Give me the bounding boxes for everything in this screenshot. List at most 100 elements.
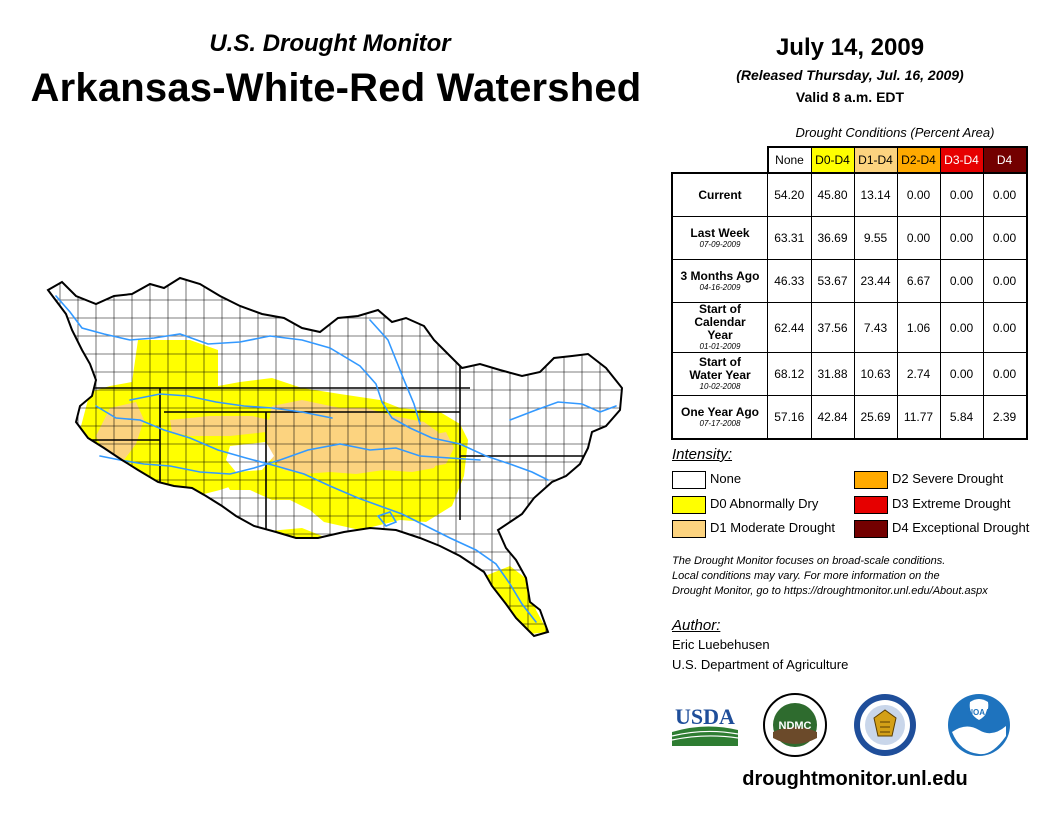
table-cell: 62.44 xyxy=(767,302,812,353)
row-label: One Year Ago 07-17-2008 xyxy=(671,395,768,440)
row-label-text: One Year Ago xyxy=(680,404,760,419)
noaa-logo-text: NOAA xyxy=(967,708,991,717)
legend-swatch xyxy=(854,520,888,538)
row-date: 07-17-2008 xyxy=(699,418,741,428)
legend-label: D0 Abnormally Dry xyxy=(710,496,819,511)
table-header-row: None D0-D4 D1-D4 D2-D4 D3-D4 D4 xyxy=(672,146,1028,174)
row-date: 01-01-2009 xyxy=(699,342,741,351)
watershed-map xyxy=(47,277,623,637)
table-cell: 68.12 xyxy=(767,352,812,396)
commerce-seal xyxy=(854,694,916,756)
table-cell: 0.00 xyxy=(939,172,984,217)
column-header: D3-D4 xyxy=(939,146,984,174)
red-river xyxy=(95,405,537,623)
legend-swatch xyxy=(854,471,888,489)
column-header: D4 xyxy=(982,146,1028,174)
column-header: None xyxy=(766,146,812,174)
table-cell: 1.06 xyxy=(896,302,941,353)
row-label: 3 Months Ago 04-16-2009 xyxy=(671,259,768,303)
row-label-text: Current xyxy=(698,187,742,202)
note-line: Drought Monitor, go to https://droughtmo… xyxy=(672,585,988,597)
conditions-caption: Drought Conditions (Percent Area) xyxy=(795,125,995,140)
table-cell: 0.00 xyxy=(982,172,1028,217)
legend-swatch xyxy=(672,471,706,489)
author-org: U.S. Department of Agriculture xyxy=(672,657,849,672)
row-label-text: Last Week xyxy=(690,225,750,240)
ndmc-logo-text: NDMC xyxy=(779,720,812,732)
table-cell: 0.00 xyxy=(896,172,941,217)
table-row: Start of Calendar Year 01-01-2009 62.44 37.… xyxy=(671,302,1028,353)
conditions-table: None D0-D4 D1-D4 D2-D4 D3-D4 D4 Current 5… xyxy=(671,146,1028,440)
table-row: Start of Water Year 10-02-2008 68.12 31.88 1… xyxy=(671,352,1028,396)
table-cell: 45.80 xyxy=(810,172,855,217)
ndmc-logo: NDMC xyxy=(763,693,827,757)
table-cell: 31.88 xyxy=(810,352,855,396)
table-cell: 23.44 xyxy=(853,259,898,303)
noaa-logo: NOAA xyxy=(948,694,1010,756)
table-row: 3 Months Ago 04-16-2009 46.33 53.67 23.44 6.6… xyxy=(671,259,1028,303)
table-cell: 0.00 xyxy=(939,302,984,353)
table-cell: 53.67 xyxy=(810,259,855,303)
table-cell: 37.56 xyxy=(810,302,855,353)
table-cell: 63.31 xyxy=(767,216,812,260)
table-cell: 25.69 xyxy=(853,395,898,440)
white-river xyxy=(509,401,617,421)
table-cell: 0.00 xyxy=(896,216,941,260)
legend-label: None xyxy=(710,471,742,486)
column-header: D0-D4 xyxy=(810,146,855,174)
website-url[interactable]: droughtmonitor.unl.edu xyxy=(742,768,968,790)
usda-logo-text: USDA xyxy=(675,704,735,729)
table-cell: 7.43 xyxy=(853,302,898,353)
legend-label: D3 Extreme Drought xyxy=(892,496,1011,511)
row-label: Start of Water Year 10-02-2008 xyxy=(671,352,768,396)
table-cell: 13.14 xyxy=(853,172,898,217)
legend-swatch xyxy=(672,520,706,538)
table-cell: 0.00 xyxy=(982,216,1028,260)
table-cell: 0.00 xyxy=(982,259,1028,303)
note-line: Local conditions may vary. For more info… xyxy=(672,570,940,582)
disclaimer-note: The Drought Monitor focuses on broad-sca… xyxy=(672,554,1042,599)
table-cell: 0.00 xyxy=(939,352,984,396)
note-line: The Drought Monitor focuses on broad-sca… xyxy=(672,555,946,567)
table-cell: 0.00 xyxy=(982,302,1028,353)
valid-time: Valid 8 a.m. EDT xyxy=(795,89,905,105)
table-row: Current 54.20 45.80 13.14 0.00 0.00 0.00 xyxy=(671,172,1028,217)
table-cell: 0.00 xyxy=(939,216,984,260)
row-label-text: 3 Months Ago xyxy=(680,268,760,283)
none-region-inlier xyxy=(226,442,274,472)
table-cell: 2.74 xyxy=(896,352,941,396)
legend-swatch xyxy=(854,496,888,514)
row-label: Current xyxy=(671,172,768,217)
legend-title: Intensity: xyxy=(672,446,733,463)
table-cell: 5.84 xyxy=(939,395,984,440)
legend-swatch xyxy=(672,496,706,514)
usda-logo: USDA xyxy=(671,704,739,746)
legend-label: D4 Exceptional Drought xyxy=(892,520,1030,535)
table-row: One Year Ago 07-17-2008 57.16 42.84 25.69 11.… xyxy=(671,395,1028,440)
d0-region-southeast xyxy=(480,566,548,634)
table-cell: 6.67 xyxy=(896,259,941,303)
row-date: 07-09-2009 xyxy=(699,239,741,249)
canadian-river xyxy=(99,443,481,475)
table-cell: 57.16 xyxy=(767,395,812,440)
row-date: 10-02-2008 xyxy=(699,382,741,391)
table-cell: 54.20 xyxy=(767,172,812,217)
table-cell: 0.00 xyxy=(939,259,984,303)
table-cell: 9.55 xyxy=(853,216,898,260)
table-cell: 0.00 xyxy=(982,352,1028,396)
column-header: D1-D4 xyxy=(853,146,898,174)
row-label: Start of Calendar Year 01-01-2009 xyxy=(671,302,768,353)
table-cell: 36.69 xyxy=(810,216,855,260)
rivers xyxy=(55,295,617,623)
table-cell: 10.63 xyxy=(853,352,898,396)
legend-label: D2 Severe Drought xyxy=(892,471,1004,486)
table-cell: 46.33 xyxy=(767,259,812,303)
row-label-text: Start of Water Year xyxy=(689,355,751,382)
map-date: July 14, 2009 xyxy=(775,34,925,61)
table-cell: 2.39 xyxy=(982,395,1028,440)
map-subtitle: U.S. Drought Monitor xyxy=(209,30,451,57)
texoma-lake xyxy=(376,511,398,527)
row-label-text: Start of Calendar Year xyxy=(694,302,746,342)
table-cell: 42.84 xyxy=(810,395,855,440)
row-date: 04-16-2009 xyxy=(699,282,741,292)
